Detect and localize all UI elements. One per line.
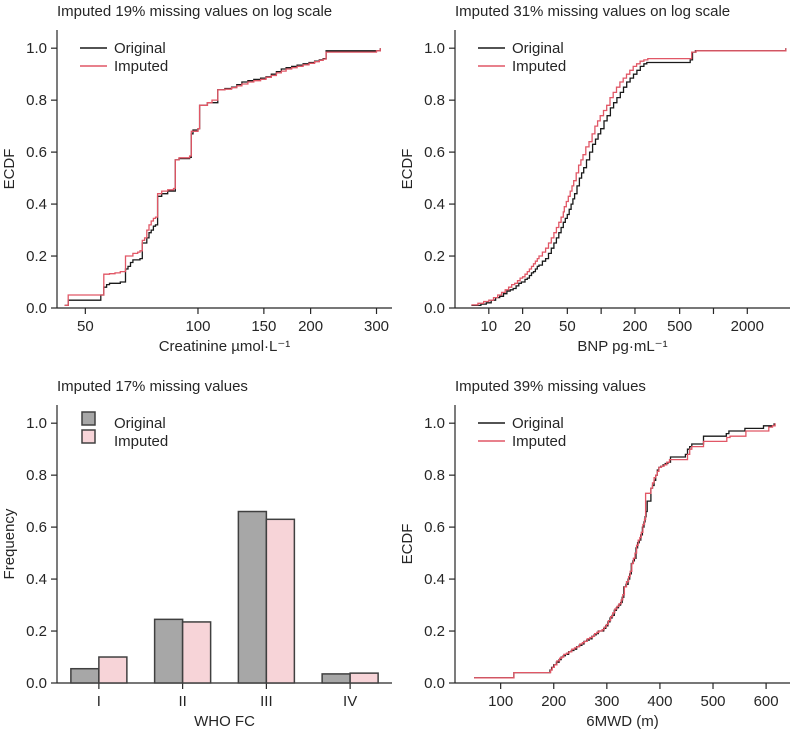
x-tick-label: I — [97, 693, 101, 710]
y-tick-label: 0.0 — [424, 300, 445, 317]
legend-swatch-original — [81, 411, 96, 426]
y-tick-label: 0.4 — [26, 196, 47, 213]
y-tick-label: 0.8 — [26, 92, 47, 109]
y-tick-label: 0.8 — [26, 467, 47, 484]
legend-swatch-imputed — [81, 429, 96, 444]
y-tick-label: 0.0 — [424, 675, 445, 692]
legend-label-original: Original — [114, 415, 166, 432]
x-axis-label: Creatinine µmol·L⁻¹ — [159, 338, 291, 355]
y-tick-label: 0.6 — [26, 519, 47, 536]
panel-bnp-svg: Imputed 31% missing values on log scale B… — [399, 3, 790, 355]
ecdf-line-original — [474, 423, 775, 679]
chart-title: Imputed 39% missing values — [455, 378, 646, 395]
panel-6mwd-ecdf: Imputed 39% missing values 6MWD (m) ECDF 0.… — [398, 375, 797, 751]
chart-title: Imputed 31% missing values on log scale — [455, 3, 730, 20]
x-tick-label: 100 — [488, 693, 513, 710]
y-axis-label: ECDF — [399, 149, 416, 190]
legend-label-imputed: Imputed — [512, 433, 566, 450]
panel-whofc-bars: Imputed 17% missing values WHO FC Frequenc… — [0, 375, 398, 751]
ecdf-line-imputed — [474, 423, 776, 679]
x-tick-label: 200 — [298, 318, 323, 335]
x-tick-label: 150 — [251, 318, 276, 335]
legend-label-original: Original — [512, 415, 564, 432]
y-axis-label: ECDF — [1, 149, 18, 190]
panel-creatinine-svg: Imputed 19% missing values on log scale C… — [1, 3, 392, 355]
y-tick-label: 0.2 — [26, 623, 47, 640]
panel-creatinine-ecdf: Imputed 19% missing values on log scale C… — [0, 0, 398, 375]
ecdf-line-original — [471, 48, 787, 307]
legend-label-imputed: Imputed — [114, 58, 168, 75]
y-tick-label: 0.4 — [424, 571, 445, 588]
bar-original-i — [70, 667, 100, 684]
y-tick-label: 0.8 — [424, 467, 445, 484]
x-tick-label: II — [178, 693, 186, 710]
y-tick-label: 0.8 — [424, 92, 445, 109]
bar-original-iv — [321, 673, 351, 684]
legend-label-imputed: Imputed — [512, 58, 566, 75]
x-axis-label: WHO FC — [194, 713, 255, 730]
x-tick-label: 50 — [559, 318, 576, 335]
y-tick-label: 0.2 — [424, 623, 445, 640]
y-tick-label: 0.0 — [26, 675, 47, 692]
x-tick-label: 2000 — [731, 318, 764, 335]
ecdf-line-imputed — [471, 48, 787, 306]
y-tick-label: 0.6 — [424, 519, 445, 536]
x-tick-label: 500 — [701, 693, 726, 710]
x-tick-label: 300 — [364, 318, 389, 335]
y-tick-label: 1.0 — [26, 415, 47, 432]
legend-label-imputed: Imputed — [114, 433, 168, 450]
y-axis-label: Frequency — [1, 508, 18, 579]
bar-original-iii — [237, 510, 268, 684]
x-tick-label: 400 — [647, 693, 672, 710]
x-tick-label: 500 — [667, 318, 692, 335]
x-tick-label: 200 — [541, 693, 566, 710]
bar-imputed-ii — [181, 621, 212, 684]
legend-label-original: Original — [114, 40, 166, 57]
x-tick-label: 10 — [480, 318, 497, 335]
ecdf-line-original — [64, 48, 381, 307]
y-tick-label: 0.6 — [424, 144, 445, 161]
y-tick-label: 0.4 — [26, 571, 47, 588]
x-tick-label: 300 — [594, 693, 619, 710]
x-tick-label: III — [260, 693, 273, 710]
y-tick-label: 1.0 — [26, 40, 47, 57]
y-tick-label: 0.6 — [26, 144, 47, 161]
y-tick-label: 1.0 — [424, 415, 445, 432]
y-tick-label: 0.2 — [26, 248, 47, 265]
y-tick-label: 0.4 — [424, 196, 445, 213]
x-tick-label: 200 — [622, 318, 647, 335]
y-axis-label: ECDF — [399, 524, 416, 565]
legend-label-original: Original — [512, 40, 564, 57]
x-axis-label: 6MWD (m) — [586, 713, 658, 730]
chart-title: Imputed 17% missing values — [57, 378, 248, 395]
y-tick-label: 1.0 — [424, 40, 445, 57]
ecdf-line-imputed — [64, 48, 381, 307]
bar-imputed-iii — [265, 518, 296, 684]
bar-original-ii — [153, 618, 184, 684]
chart-title: Imputed 19% missing values on log scale — [57, 3, 332, 20]
x-tick-label: 50 — [77, 318, 94, 335]
x-tick-label: 600 — [754, 693, 779, 710]
x-axis-label: BNP pg·mL⁻¹ — [577, 338, 667, 355]
y-tick-label: 0.0 — [26, 300, 47, 317]
x-tick-label: 20 — [514, 318, 531, 335]
bar-imputed-iv — [349, 672, 379, 684]
panel-6mwd-svg: Imputed 39% missing values 6MWD (m) ECDF 0.… — [399, 378, 790, 730]
y-tick-label: 0.2 — [424, 248, 445, 265]
panel-bnp-ecdf: Imputed 31% missing values on log scale B… — [398, 0, 797, 375]
panel-whofc-svg: Imputed 17% missing values WHO FC Frequenc… — [1, 378, 392, 730]
x-tick-label: 100 — [185, 318, 210, 335]
bar-imputed-i — [98, 656, 128, 684]
x-tick-label: IV — [343, 693, 357, 710]
